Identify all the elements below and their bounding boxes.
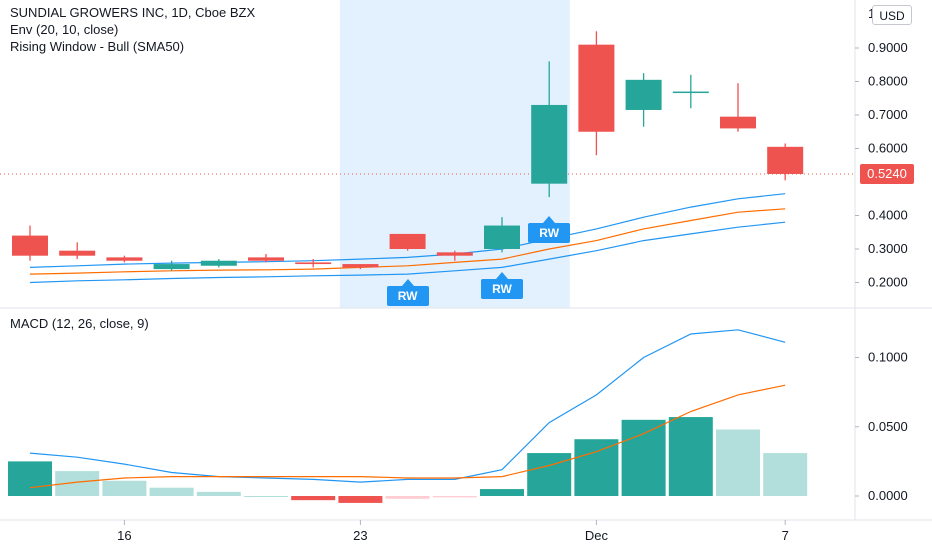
price-scale-label: 0.8000 bbox=[868, 74, 908, 89]
candle-body bbox=[200, 260, 237, 266]
envelope-basis-line bbox=[29, 208, 786, 275]
time-axis-label: Dec bbox=[585, 528, 609, 543]
macd-histogram-bar bbox=[291, 496, 336, 501]
indicator-rising-window-label: Rising Window - Bull (SMA50) bbox=[10, 39, 185, 54]
candle-body bbox=[625, 79, 662, 110]
envelope-upper-line bbox=[29, 193, 786, 268]
macd-scale-label: 0.0500 bbox=[868, 419, 908, 434]
price-scale-label: 0.9000 bbox=[868, 40, 908, 55]
indicator-envelope-label: Env (20, 10, close) bbox=[10, 22, 119, 37]
macd-histogram-bar bbox=[102, 480, 147, 496]
signal-line bbox=[29, 384, 786, 489]
candle-body bbox=[59, 250, 96, 256]
macd-histogram-bar bbox=[574, 439, 619, 496]
price-scale-label: 0.4000 bbox=[868, 208, 908, 223]
price-scale-label: 0.3000 bbox=[868, 241, 908, 256]
candle-body bbox=[342, 264, 379, 268]
macd-histogram-bar bbox=[763, 453, 808, 496]
time-axis-label: 16 bbox=[117, 528, 131, 543]
envelope-lower-line bbox=[29, 221, 786, 284]
candle-body bbox=[672, 91, 709, 94]
candle-body bbox=[436, 252, 473, 256]
macd-histogram-bar bbox=[196, 491, 241, 496]
macd-histogram-bar bbox=[338, 496, 383, 503]
candle-body bbox=[153, 264, 190, 270]
currency-button[interactable]: USD bbox=[872, 5, 912, 25]
macd-histogram-bar bbox=[244, 496, 288, 497]
macd-histogram-bar bbox=[8, 461, 52, 496]
candle-body bbox=[578, 44, 615, 132]
price-scale-label-top: 1 bbox=[868, 6, 875, 21]
macd-histogram-bar bbox=[149, 487, 194, 496]
time-axis-label: 23 bbox=[353, 528, 367, 543]
candle-body bbox=[484, 225, 520, 249]
chart-legend: SUNDIAL GROWERS INC, 1D, Cboe BZX Env (2… bbox=[10, 4, 255, 55]
macd-histogram-bar bbox=[385, 496, 430, 499]
candle-body bbox=[12, 235, 48, 256]
candle-body bbox=[295, 262, 332, 265]
price-scale-label: 0.6000 bbox=[868, 141, 908, 156]
macd-scale-label: 0.0000 bbox=[868, 488, 908, 503]
macd-histogram-bar bbox=[527, 453, 572, 496]
rising-window-badge[interactable]: RW bbox=[481, 272, 523, 300]
macd-histogram-bar bbox=[716, 429, 760, 496]
macd-histogram-bar bbox=[668, 417, 713, 496]
macd-histogram-bar bbox=[621, 419, 666, 496]
macd-histogram-bar bbox=[480, 489, 524, 496]
last-price-tag: 0.5240 bbox=[860, 164, 914, 184]
macd-line bbox=[29, 329, 786, 483]
price-scale-label: 0.7000 bbox=[868, 107, 908, 122]
macd-legend: MACD (12, 26, close, 9) bbox=[10, 316, 149, 331]
candle-body bbox=[248, 257, 284, 261]
macd-scale-label: 0.1000 bbox=[868, 350, 908, 365]
time-axis-label: 7 bbox=[782, 528, 789, 543]
symbol-title: SUNDIAL GROWERS INC, 1D, Cboe BZX bbox=[10, 5, 256, 20]
price-scale-label: 0.2000 bbox=[868, 275, 908, 290]
candle-body bbox=[531, 104, 568, 184]
rising-window-badge[interactable]: RW bbox=[528, 216, 571, 244]
candle-body bbox=[720, 116, 756, 129]
candle-body bbox=[389, 233, 426, 249]
candle-body bbox=[106, 257, 143, 261]
macd-histogram-bar bbox=[432, 496, 477, 498]
candle-body bbox=[767, 146, 804, 174]
rising-window-badge[interactable]: RW bbox=[386, 279, 429, 307]
